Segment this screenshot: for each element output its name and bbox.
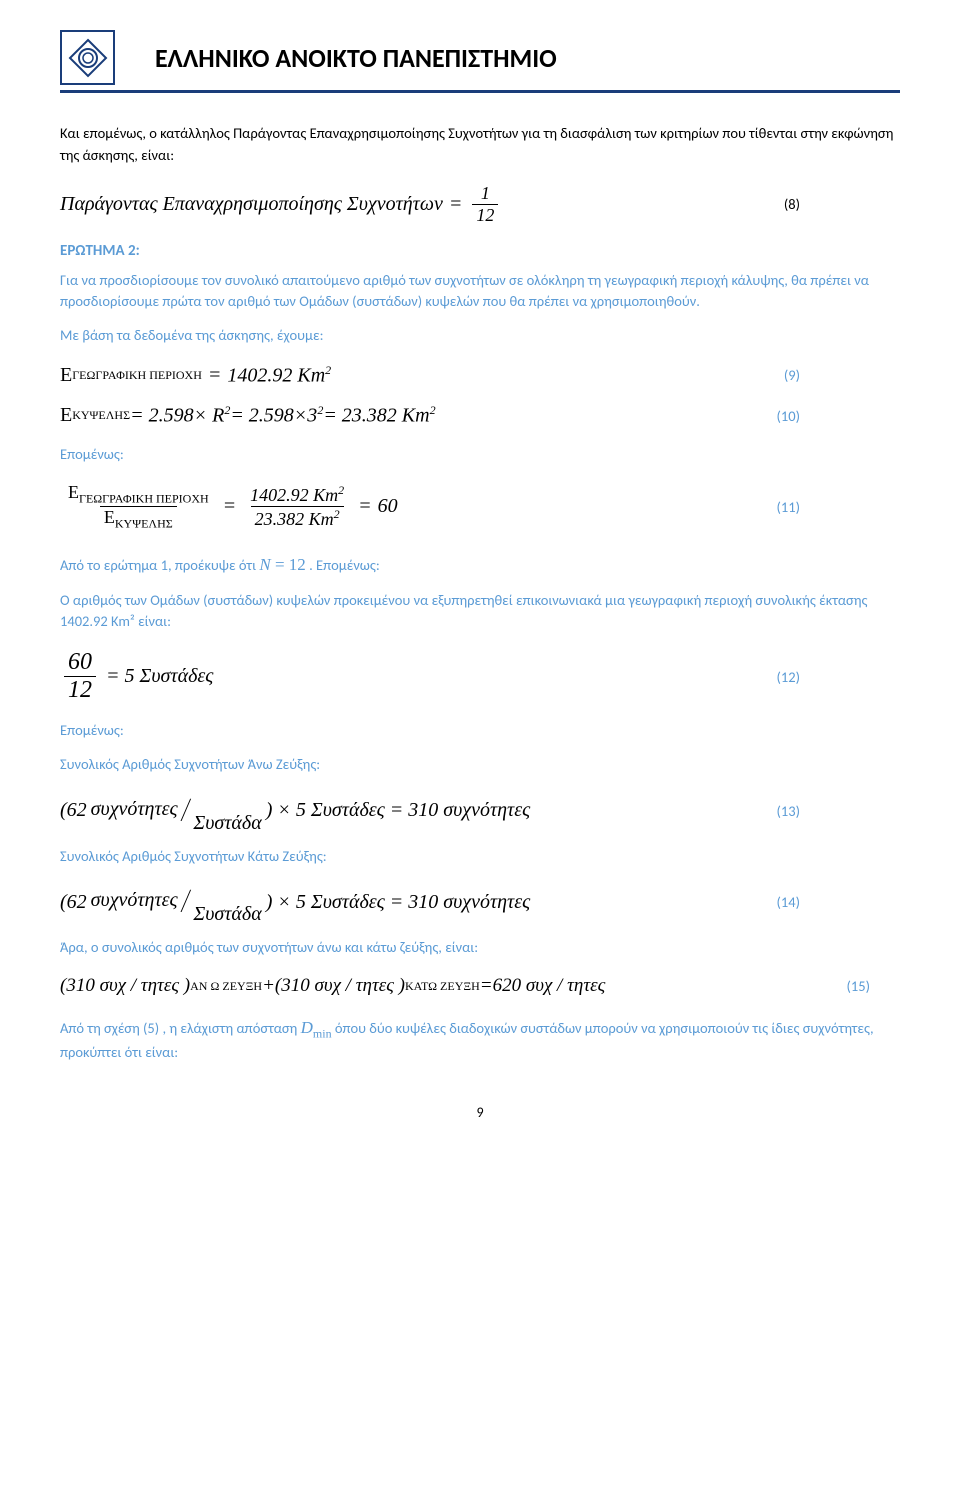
eq14-number: (14)	[777, 893, 801, 911]
equation-15: (310 συχ / τητες ) ΑΝ Ω ΖΕΥΞΗ + (310 συχ…	[60, 975, 900, 997]
uplink-label: Συνολικός Αριθμός Συχνοτήτων Άνω Ζεύξης:	[60, 754, 900, 776]
eq14-mid: ) × 5 Συστάδες = 310 συχνότητες	[266, 891, 530, 914]
q2-paragraph: Για να προσδιορίσουμε τον συνολικό απαιτ…	[60, 270, 900, 314]
eq11-frac-top: ΕΓΕΩΓΡΑΦΙΚΗ ΠΕΡΙΟΧΗ	[64, 482, 213, 507]
eq8-label: Παράγοντας Επαναχρησιμοποίησης Συχνοτήτω…	[60, 193, 443, 216]
eq10-mid2: = 2.598×32	[230, 403, 323, 428]
equation-12: 60 12 = 5 Συστάδες (12)	[60, 649, 900, 704]
eq9-value: 1402.92 Km2	[227, 363, 331, 388]
eq10-rhs: = 23.382 Km2	[323, 403, 435, 428]
eq14-slanted-frac: συχνότητες ∕ Συστάδα	[91, 883, 262, 921]
eq12-denominator: 12	[64, 676, 96, 704]
equation-11: ΕΓΕΩΓΡΑΦΙΚΗ ΠΕΡΙΟΧΗ ΕΚΥΨΕΛΗΣ = 1402.92 K…	[60, 482, 900, 532]
equation-8: Παράγοντας Επαναχρησιμοποίησης Συχνοτήτω…	[60, 183, 900, 226]
eq11-val-bot: 23.382 Km2	[251, 506, 344, 530]
equation-10: Ε ΚΥΨΕΛΗΣ = 2.598× R2 = 2.598×32 = 23.38…	[60, 403, 900, 428]
eq11-number: (11)	[777, 498, 801, 516]
eq11-frac-bot: ΕΚΥΨΕΛΗΣ	[100, 506, 177, 532]
eq15-result: 620 συχ / τητες	[493, 975, 606, 997]
therefore-2: Επομένως:	[60, 720, 900, 742]
eq15-t2: (310 συχ / τητες )	[275, 975, 405, 997]
eq13-lead: (62	[60, 799, 87, 822]
university-logo	[60, 30, 115, 85]
eq8-denominator: 12	[472, 204, 498, 226]
eq15-t1: (310 συχ / τητες )	[60, 975, 190, 997]
eq15-sub1: ΑΝ Ω ΖΕΥΞΗ	[190, 979, 262, 994]
eq9-lhs-sym: Ε	[60, 364, 72, 387]
eq10-mid1: = 2.598× R2	[130, 403, 230, 428]
eq13-mid: ) × 5 Συστάδες = 310 συχνότητες	[266, 799, 530, 822]
eq15-number: (15)	[847, 977, 871, 995]
eq10-lhs-sub: ΚΥΨΕΛΗΣ	[72, 408, 130, 423]
eq15-plus: +	[262, 975, 275, 997]
dmin-para: Από τη σχέση (5) , η ελάχιστη απόσταση D…	[60, 1015, 900, 1064]
equation-14: (62 συχνότητες ∕ Συστάδα ) × 5 Συστάδες …	[60, 883, 900, 921]
therefore-1: Επομένως:	[60, 444, 900, 466]
q2-given-label: Με βάση τα δεδομένα της άσκησης, έχουμε:	[60, 325, 900, 347]
page-number: 9	[60, 1104, 900, 1121]
eq11-val-top: 1402.92 Km2	[246, 483, 348, 506]
eq9-lhs-sub: ΓΕΩΓΡΑΦΙΚΗ ΠΕΡΙΟΧΗ	[72, 368, 202, 383]
equation-13: (62 συχνότητες ∕ Συστάδα ) × 5 Συστάδες …	[60, 792, 900, 830]
header-title: ΕΛΛΗΝΙΚΟ ΑΝΟΙΚΤΟ ΠΑΝΕΠΙΣΤΗΜΙΟ	[155, 42, 557, 74]
eq8-number: (8)	[784, 195, 800, 213]
eq11-result: 60	[378, 495, 398, 518]
page-header: ΕΛΛΗΝΙΚΟ ΑΝΟΙΚΤΟ ΠΑΝΕΠΙΣΤΗΜΙΟ	[60, 30, 900, 85]
question-2-heading: ΕΡΩΤΗΜΑ 2:	[60, 242, 900, 260]
q1-result-para: Από το ερώτημα 1, προέκυψε ότι Ν = 12 . …	[60, 552, 900, 578]
intro-text: Και επομένως, ο κατάλληλος Παράγοντας Επ…	[60, 123, 900, 167]
equation-9: Ε ΓΕΩΓΡΑΦΙΚΗ ΠΕΡΙΟΧΗ = 1402.92 Km2 (9)	[60, 363, 900, 388]
eq12-rhs: = 5 Συστάδες	[106, 665, 213, 688]
downlink-label: Συνολικός Αριθμός Συχνοτήτων Κάτω Ζεύξης…	[60, 846, 900, 868]
eq15-eq: =	[480, 975, 493, 997]
eq12-number: (12)	[777, 668, 801, 686]
eq9-number: (9)	[784, 366, 800, 384]
header-divider	[60, 90, 900, 93]
eq15-sub2: ΚΑΤΩ ΖΕΥΞΗ	[405, 979, 480, 994]
eq13-slanted-frac: συχνότητες ∕ Συστάδα	[91, 792, 262, 830]
eq12-numerator: 60	[64, 649, 96, 676]
eq14-lead: (62	[60, 891, 87, 914]
eq13-number: (13)	[777, 802, 801, 820]
eq10-lhs-sym: Ε	[60, 404, 72, 427]
eq10-number: (10)	[777, 407, 801, 425]
eq8-numerator: 1	[477, 183, 494, 204]
total-label: Άρα, ο συνολικός αριθμός των συχνοτήτων …	[60, 937, 900, 959]
cluster-para: Ο αριθμός των Ομάδων (συστάδων) κυψελών …	[60, 590, 900, 634]
